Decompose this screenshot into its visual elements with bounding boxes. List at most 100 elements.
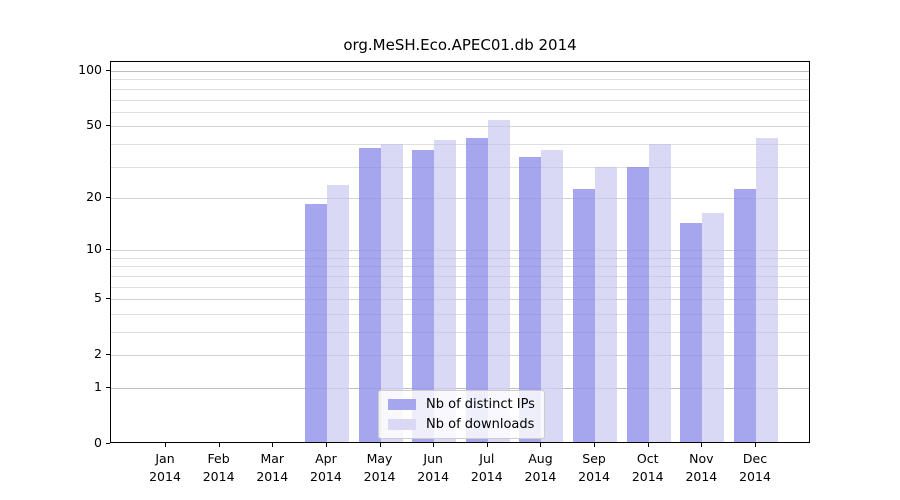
- y-axis-tick-5: [106, 298, 110, 300]
- x-axis-tick-aug: [540, 443, 542, 447]
- x-axis-label-may: May 2014: [363, 451, 396, 484]
- gridline-60: [111, 111, 809, 113]
- gridline-50: [111, 126, 809, 128]
- gridline-100: [111, 71, 809, 73]
- x-axis-tick-jan: [165, 443, 166, 447]
- x-axis-label-jan: Jan 2014: [149, 451, 181, 484]
- y-axis-label-0: 0: [94, 435, 102, 450]
- bar-distinct-ips-sep: [573, 188, 596, 442]
- gridline-70: [111, 99, 809, 101]
- x-axis-label-dec: Dec 2014: [739, 451, 771, 484]
- gridline-90: [111, 79, 809, 81]
- x-axis-tick-nov: [701, 443, 703, 447]
- x-axis-label-aug: Aug 2014: [524, 451, 557, 484]
- y-axis-tick-100: [106, 70, 110, 72]
- y-axis-label-2: 2: [94, 346, 102, 362]
- gridline-4: [111, 313, 809, 315]
- gridline-60: [111, 111, 809, 113]
- bar-distinct-ips-jul: [465, 138, 488, 442]
- x-axis-tick-sep: [594, 443, 596, 447]
- plot-area: [110, 61, 810, 443]
- x-axis-tick-may: [379, 443, 381, 447]
- y-axis-tick-50: [106, 125, 110, 127]
- gridline-3: [111, 331, 809, 333]
- x-axis-tick-feb: [218, 443, 220, 447]
- legend-swatch-distinct-ips-icon: [388, 399, 416, 410]
- bar-downloads-sep: [595, 167, 618, 442]
- y-axis-tick-20: [106, 196, 110, 198]
- bar-downloads-dec: [756, 138, 778, 442]
- bar-downloads-jul: [487, 119, 510, 442]
- gridline-40: [111, 143, 809, 145]
- x-axis-label-mar: Mar 2014: [256, 451, 289, 484]
- y-axis-label-1: 1: [94, 378, 102, 394]
- gridline-90: [111, 79, 809, 81]
- bar-distinct-ips-apr: [304, 204, 327, 442]
- gridline-6: [111, 286, 809, 288]
- gridline-50: [111, 126, 809, 128]
- bar-downloads-jun: [434, 139, 457, 442]
- x-axis-label-apr: Apr 2014: [310, 451, 342, 484]
- bar-downloads-apr: [326, 185, 349, 442]
- x-axis-tick-mar: [272, 443, 274, 447]
- gridline-20: [111, 197, 809, 199]
- chart-title: org.MeSH.Eco.APEC01.db 2014: [343, 36, 577, 54]
- x-axis-label-oct: Oct 2014: [631, 451, 664, 484]
- x-axis-label-sep: Sep 2014: [578, 451, 610, 484]
- bar-distinct-ips-jun: [412, 150, 435, 442]
- legend-label-downloads: Nb of downloads: [426, 417, 535, 432]
- y-axis-label-5: 5: [94, 290, 102, 306]
- gridline-40: [111, 143, 809, 145]
- gridline-1: [111, 387, 809, 389]
- x-axis-label-feb: Feb 2014: [202, 451, 235, 484]
- bar-distinct-ips-aug: [519, 157, 542, 442]
- y-axis-label-50: 50: [86, 117, 102, 133]
- gridline-4: [111, 313, 809, 315]
- gridline-10: [111, 250, 809, 252]
- gridline-6: [111, 286, 809, 288]
- y-axis-tick-10: [106, 249, 110, 251]
- x-axis-tick-oct: [647, 443, 649, 447]
- legend-swatch-downloads-icon: [388, 419, 416, 430]
- y-axis-label-20: 20: [86, 188, 102, 204]
- gridline-20: [111, 197, 809, 199]
- gridline-2: [111, 355, 809, 357]
- bar-distinct-ips-dec: [734, 188, 756, 442]
- y-axis-label-10: 10: [86, 241, 102, 257]
- x-axis-tick-jun: [433, 443, 435, 447]
- bar-downloads-aug: [541, 150, 564, 442]
- gridline-2: [111, 355, 809, 357]
- bar-downloads-may: [380, 143, 403, 442]
- gridline-7: [111, 275, 809, 277]
- gridline-30: [111, 166, 809, 168]
- gridline-5: [111, 299, 809, 301]
- gridline-7: [111, 275, 809, 277]
- legend-label-distinct-ips: Nb of distinct IPs: [426, 397, 535, 412]
- gridline-8: [111, 266, 809, 268]
- gridline-1: [111, 387, 809, 389]
- bar-downloads-oct: [648, 143, 671, 442]
- gridline-8: [111, 266, 809, 268]
- gridline-5: [111, 299, 809, 301]
- bar-downloads-nov: [702, 213, 725, 442]
- gridlines-overlay: [111, 62, 809, 442]
- x-axis-label-jun: Jun 2014: [417, 451, 450, 484]
- gridline-70: [111, 99, 809, 101]
- y-axis-tick-2: [106, 354, 110, 356]
- y-axis-tick-0: [106, 443, 110, 444]
- gridline-9: [111, 257, 809, 259]
- gridline-9: [111, 257, 809, 259]
- legend: Nb of distinct IPs Nb of downloads: [378, 390, 545, 439]
- bar-distinct-ips-oct: [626, 167, 649, 442]
- gridline-80: [111, 88, 809, 90]
- x-axis-tick-apr: [325, 443, 327, 447]
- gridline-10: [111, 250, 809, 252]
- bar-distinct-ips-nov: [680, 223, 703, 442]
- gridlines-layer: [111, 62, 809, 442]
- gridline-100: [111, 71, 809, 73]
- x-axis-tick-jul: [486, 443, 488, 447]
- y-axis-tick-1: [106, 386, 110, 388]
- gridline-30: [111, 166, 809, 168]
- x-axis-tick-dec: [755, 443, 756, 447]
